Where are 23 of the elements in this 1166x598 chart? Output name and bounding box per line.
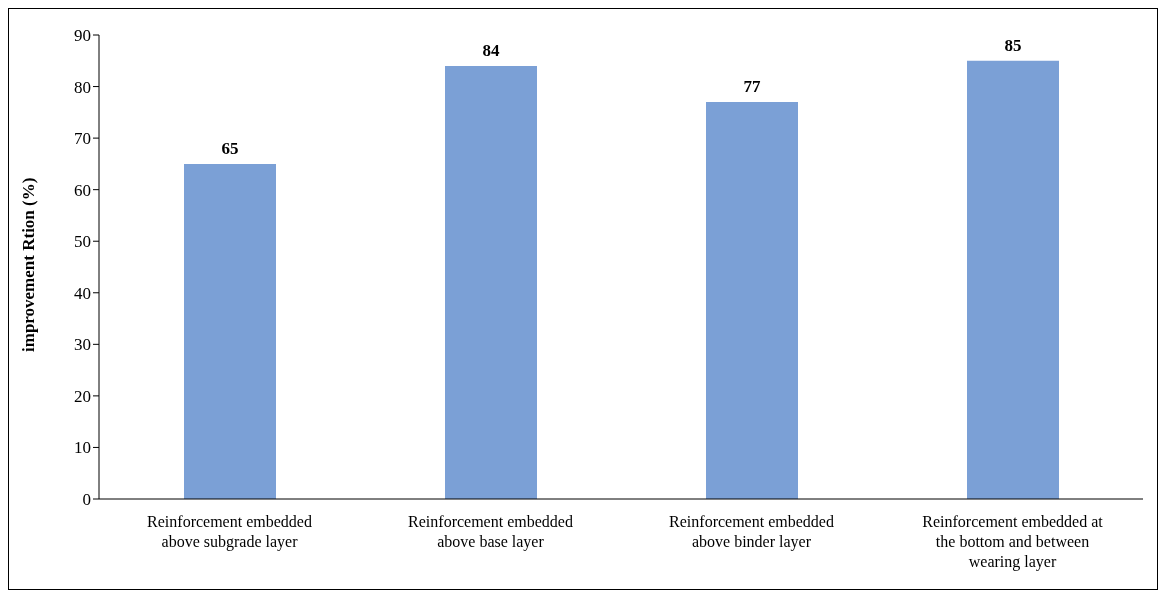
y-tick-label: 30 [74,335,91,355]
data-label: 65 [221,138,239,158]
y-tick-label: 20 [74,386,91,406]
y-tick-label: 40 [74,283,91,303]
bar [706,102,798,499]
y-tick-label: 80 [74,77,91,97]
x-tick-label: Reinforcement embedded at the bottom and between wearing layer [922,513,1104,571]
y-tick-label: 50 [74,232,91,252]
y-axis-title: improvement Rtion (%) [19,177,39,352]
data-label: 77 [743,77,761,97]
y-tick-label: 0 [82,490,91,510]
x-tick-label: Reinforcement embedded above binder layer [669,513,834,551]
y-tick-label: 10 [74,438,91,458]
x-tick-label: Reinforcement embedded above subgrade layer [147,513,312,551]
data-label: 84 [482,40,500,60]
bar [445,65,537,499]
bar [967,60,1059,499]
y-tick-label: 60 [74,180,91,200]
x-tick-label: Reinforcement embedded above base layer [408,513,573,551]
bar [184,163,276,499]
y-tick-label: 90 [74,26,91,46]
y-tick-label: 70 [74,129,91,149]
data-label: 85 [1004,35,1022,55]
